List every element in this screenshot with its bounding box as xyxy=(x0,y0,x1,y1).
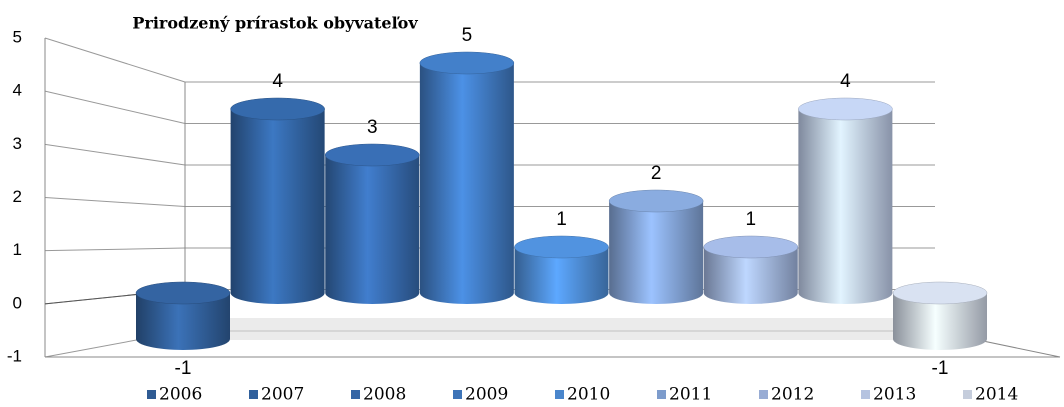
bar xyxy=(798,109,893,304)
legend-label: 2014 xyxy=(975,385,1018,405)
y-tick-label: 4 xyxy=(13,81,22,100)
bar xyxy=(325,155,420,304)
bar xyxy=(609,201,704,304)
legend-swatch xyxy=(759,390,768,399)
value-label: 5 xyxy=(462,25,473,46)
bar-top xyxy=(514,235,609,259)
value-label: -1 xyxy=(175,358,192,379)
value-label: 3 xyxy=(367,117,378,138)
bar xyxy=(230,109,325,304)
y-tick-label: 0 xyxy=(13,293,22,312)
y-tick-label: -1 xyxy=(7,346,22,365)
bar-top xyxy=(230,97,325,121)
legend-swatch xyxy=(963,390,972,399)
bar xyxy=(703,247,798,304)
grid-line xyxy=(44,247,186,252)
bar xyxy=(136,293,230,350)
chart-title: Prirodzený prírastok obyvateľov xyxy=(132,14,418,33)
grid-line xyxy=(44,90,186,124)
y-tick-label: 1 xyxy=(13,240,22,259)
bar-top xyxy=(608,189,704,213)
legend-label: 2008 xyxy=(363,385,406,405)
bar-top xyxy=(135,281,231,305)
bar xyxy=(514,247,609,304)
legend-swatch xyxy=(249,390,258,399)
bar-top xyxy=(892,281,988,305)
bar xyxy=(893,293,987,350)
value-label: -1 xyxy=(932,358,949,379)
legend-label: 2010 xyxy=(567,385,610,405)
value-label: 1 xyxy=(745,209,756,230)
legend-swatch xyxy=(555,390,564,399)
grid-line xyxy=(44,197,186,207)
y-tick-label: 5 xyxy=(13,27,22,46)
legend-label: 2011 xyxy=(669,385,712,405)
value-label: 2 xyxy=(651,163,662,184)
shadow xyxy=(230,318,930,340)
legend-label: 2009 xyxy=(465,385,508,405)
value-label: 4 xyxy=(272,71,283,92)
bar-top xyxy=(798,97,893,121)
legend-label: 2013 xyxy=(873,385,916,405)
legend-label: 2012 xyxy=(771,385,814,405)
bar-top xyxy=(325,143,420,167)
bar xyxy=(419,63,514,304)
value-label: 1 xyxy=(556,209,567,230)
legend-swatch xyxy=(453,390,462,399)
legend-swatch xyxy=(351,390,360,399)
legend-swatch xyxy=(147,390,156,399)
bar-top xyxy=(419,51,515,75)
value-label: 4 xyxy=(840,71,851,92)
legend-label: 2007 xyxy=(261,385,304,405)
grid-line xyxy=(44,37,186,83)
legend-swatch xyxy=(657,390,666,399)
bar-top xyxy=(703,235,798,259)
legend-swatch xyxy=(861,390,870,399)
y-tick-label: 2 xyxy=(13,187,22,206)
grid-line xyxy=(44,143,186,166)
y-tick-label: 3 xyxy=(13,134,22,153)
legend-label: 2006 xyxy=(159,385,202,405)
